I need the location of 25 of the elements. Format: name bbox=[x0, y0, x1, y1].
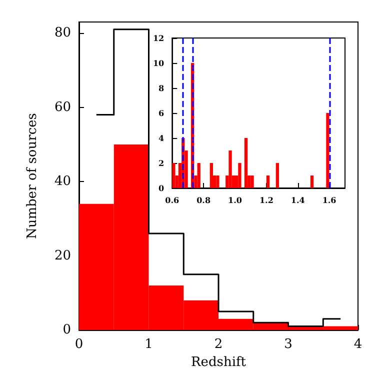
y-tick-label: 20 bbox=[54, 248, 71, 264]
x-tick-label: 1.4 bbox=[290, 195, 306, 205]
x-tick-label: 0.6 bbox=[165, 195, 180, 205]
y-tick-label: 10 bbox=[152, 58, 165, 68]
x-tick-label: 2 bbox=[214, 337, 223, 352]
y-tick-label: 60 bbox=[54, 100, 71, 115]
x-tick-label: 4 bbox=[354, 337, 362, 352]
y-tick-label: 80 bbox=[54, 26, 71, 41]
y-tick-label: 12 bbox=[152, 33, 164, 43]
x-axis-title: Redshift bbox=[190, 354, 247, 370]
x-tick-label: 0.8 bbox=[196, 195, 211, 205]
x-tick-label: 0 bbox=[74, 337, 84, 352]
y-tick-label: 6 bbox=[158, 108, 165, 118]
x-tick-label: 1.0 bbox=[228, 195, 242, 205]
x-tick-label: 3 bbox=[284, 337, 292, 352]
y-tick-label: 4 bbox=[158, 133, 165, 143]
y-tick-label: 0 bbox=[62, 322, 71, 338]
y-axis-title: Number of sources bbox=[25, 113, 40, 239]
y-tick-label: 8 bbox=[158, 83, 165, 93]
x-tick-label: 1.6 bbox=[322, 195, 337, 205]
y-tick-label: 2 bbox=[158, 158, 164, 168]
x-tick-label: 1 bbox=[144, 337, 153, 352]
y-tick-label: 40 bbox=[54, 174, 71, 190]
x-tick-label: 1.2 bbox=[259, 195, 274, 205]
y-tick-label: 0 bbox=[158, 183, 165, 193]
